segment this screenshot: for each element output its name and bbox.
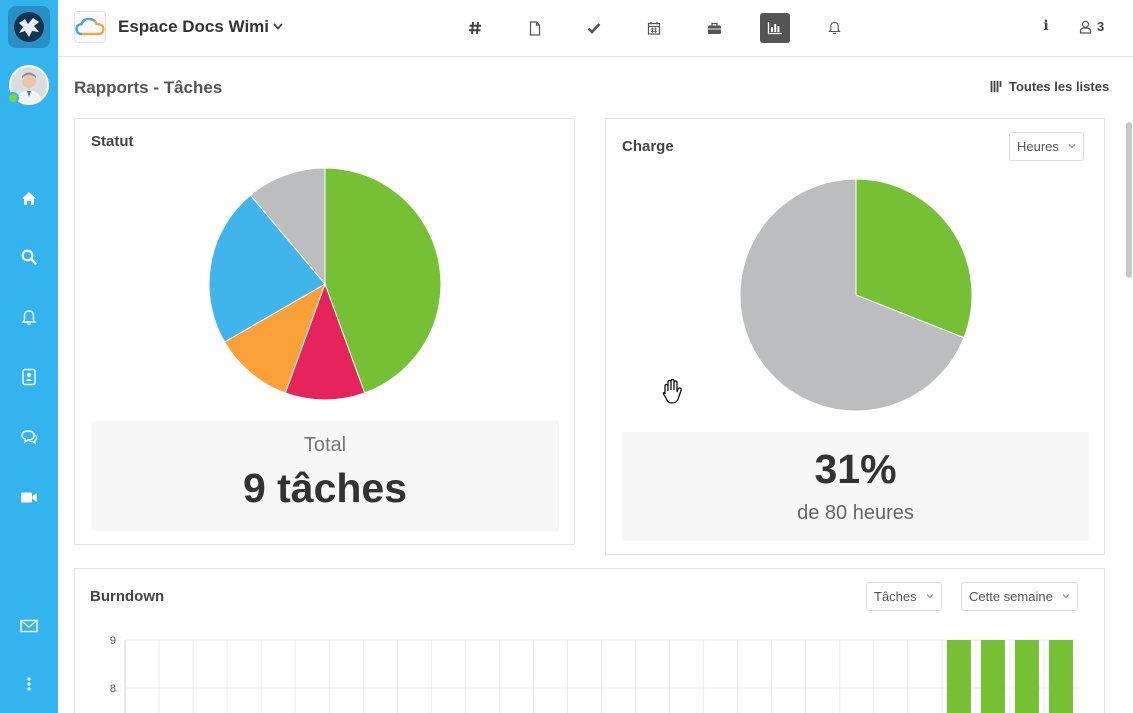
top-header: Espace Docs Wimi i 3 bbox=[58, 0, 1133, 57]
channels-tab[interactable] bbox=[460, 13, 490, 43]
status-pie-slice-1[interactable] bbox=[284, 282, 366, 401]
bell-icon[interactable] bbox=[17, 305, 41, 329]
status-pie-chart bbox=[208, 167, 442, 401]
reports-tab[interactable] bbox=[760, 13, 790, 43]
mail-icon[interactable] bbox=[17, 614, 41, 638]
status-pie-slice-2[interactable] bbox=[223, 282, 326, 394]
burndown-bar-chart: 89 bbox=[110, 635, 1079, 713]
cloud-icon bbox=[75, 17, 105, 36]
workspace-title[interactable]: Espace Docs Wimi bbox=[118, 17, 270, 36]
workload-pie-slice-1[interactable] bbox=[739, 178, 965, 412]
chevron-down-icon bbox=[926, 594, 934, 599]
workload-percent: 31% bbox=[814, 446, 897, 492]
chevron-down-icon bbox=[1062, 594, 1070, 599]
workload-card: Charge Heures 31% de 80 heures bbox=[605, 118, 1105, 555]
status-pie-slice-4[interactable] bbox=[249, 167, 326, 286]
contacts-icon[interactable] bbox=[17, 365, 41, 389]
burndown-bar[interactable] bbox=[946, 640, 971, 713]
page-title: Rapports - Tâches bbox=[74, 78, 223, 97]
status-pie-slice-0[interactable] bbox=[324, 167, 442, 394]
burndown-period-value: Cette semaine bbox=[969, 589, 1053, 604]
unit-select-value: Heures bbox=[1017, 139, 1059, 154]
hand-cursor-icon bbox=[662, 378, 682, 404]
y-tick-label: 9 bbox=[110, 635, 116, 647]
workload-pie-slice-0[interactable] bbox=[855, 178, 973, 339]
all-lists-button[interactable]: Toutes les listes bbox=[990, 79, 1109, 94]
burndown-type-value: Tâches bbox=[874, 589, 917, 604]
calendar-icon bbox=[647, 22, 661, 35]
hash-icon bbox=[469, 21, 481, 35]
documents-tab[interactable] bbox=[520, 13, 550, 43]
notifications-tab[interactable] bbox=[819, 13, 849, 43]
presence-indicator bbox=[7, 92, 19, 104]
projects-tab[interactable] bbox=[699, 13, 729, 43]
bell-icon bbox=[827, 21, 841, 35]
chevron-down-icon bbox=[1068, 144, 1076, 149]
search-icon[interactable] bbox=[17, 245, 41, 269]
burndown-bar[interactable] bbox=[1014, 640, 1039, 713]
burndown-bar[interactable] bbox=[980, 640, 1005, 713]
bar-chart-icon bbox=[767, 22, 782, 35]
home-icon[interactable] bbox=[17, 186, 41, 210]
y-tick-label: 8 bbox=[110, 683, 116, 695]
info-button[interactable]: i bbox=[1043, 18, 1049, 34]
tasks-tab[interactable] bbox=[579, 13, 609, 43]
scrollbar-thumb[interactable] bbox=[1126, 122, 1132, 278]
app-logo[interactable] bbox=[8, 6, 50, 48]
status-pie-slice-3[interactable] bbox=[208, 194, 326, 343]
calendar-tab[interactable] bbox=[639, 13, 669, 43]
video-icon[interactable] bbox=[17, 485, 41, 509]
all-lists-label: Toutes les listes bbox=[1009, 79, 1110, 94]
document-icon bbox=[529, 20, 541, 36]
burndown-card-title: Burndown bbox=[90, 588, 165, 605]
page-scrollbar[interactable] bbox=[1124, 118, 1133, 713]
status-card: Statut Total 9 tâches bbox=[74, 118, 575, 545]
user-icon bbox=[1079, 20, 1092, 34]
more-icon[interactable] bbox=[17, 672, 41, 696]
workspace-logo[interactable] bbox=[74, 11, 106, 43]
workload-card-title: Charge bbox=[622, 138, 674, 155]
avatar-photo bbox=[11, 67, 47, 103]
columns-icon bbox=[990, 81, 1002, 92]
wimi-logo-icon bbox=[14, 12, 44, 42]
chat-icon[interactable] bbox=[17, 425, 41, 449]
briefcase-icon bbox=[707, 22, 721, 34]
status-card-title: Statut bbox=[91, 133, 134, 150]
workload-pie-chart bbox=[739, 178, 973, 412]
total-box: Total 9 tâches bbox=[91, 421, 559, 531]
total-label: Total bbox=[303, 434, 347, 456]
chevron-down-icon[interactable] bbox=[272, 19, 284, 33]
user-avatar[interactable] bbox=[9, 65, 49, 105]
unit-select[interactable]: Heures bbox=[1009, 132, 1084, 161]
workload-summary-box: 31% de 80 heures bbox=[622, 432, 1089, 541]
members-count: 3 bbox=[1097, 19, 1105, 34]
check-icon bbox=[587, 23, 601, 34]
burndown-bar[interactable] bbox=[1048, 640, 1073, 713]
burndown-period-select[interactable]: Cette semaine bbox=[961, 582, 1078, 611]
members-button[interactable]: 3 bbox=[1079, 19, 1104, 34]
burndown-type-select[interactable]: Tâches bbox=[866, 582, 942, 611]
left-sidebar bbox=[0, 0, 58, 713]
total-value: 9 tâches bbox=[242, 465, 408, 511]
workload-subtitle: de 80 heures bbox=[797, 502, 914, 524]
